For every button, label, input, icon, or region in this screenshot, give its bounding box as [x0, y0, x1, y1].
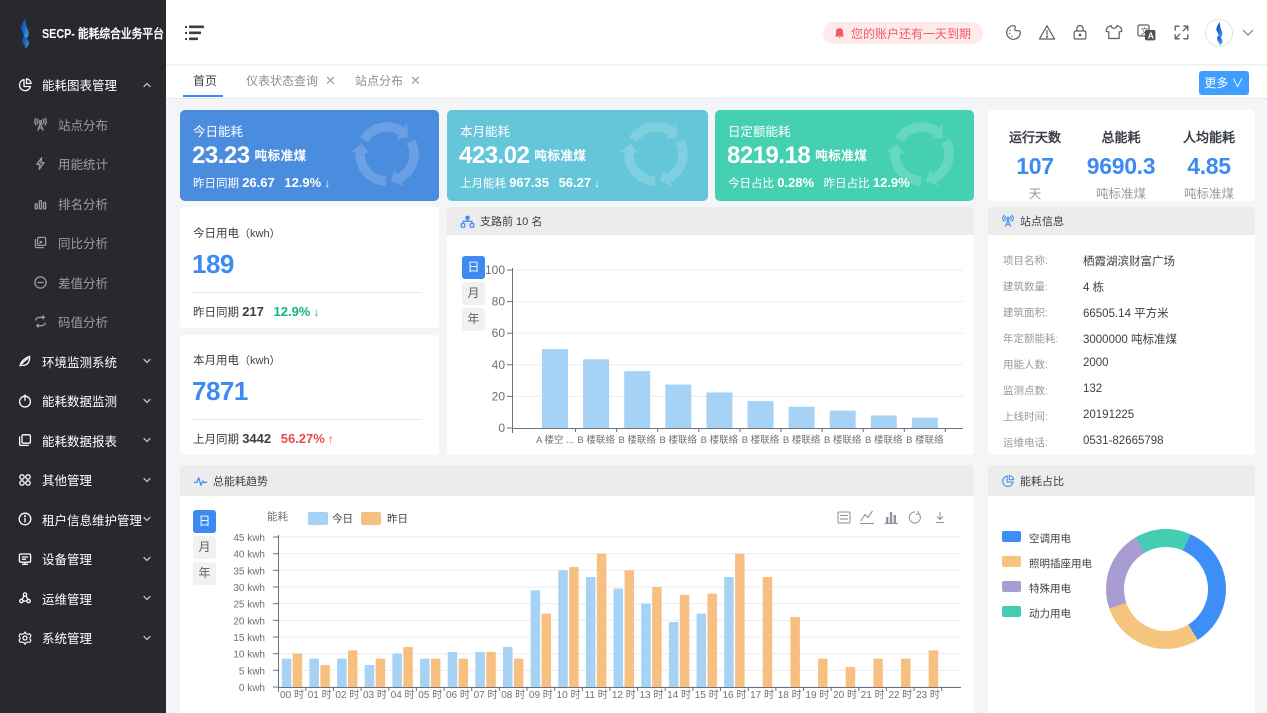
svg-text:19 时: 19 时	[805, 689, 829, 701]
svg-text:22 时: 22 时	[888, 689, 912, 701]
svg-text:B 楼联络: B 楼联络	[618, 434, 656, 446]
svg-text:12 时: 12 时	[612, 689, 636, 701]
svg-text:07 时: 07 时	[474, 689, 498, 701]
svg-text:100: 100	[485, 263, 505, 277]
svg-text:文: 文	[1141, 26, 1149, 36]
svg-text:04 时: 04 时	[391, 689, 415, 701]
svg-text:17 时: 17 时	[750, 689, 774, 701]
svg-text:23 时: 23 时	[916, 689, 940, 701]
svg-text:20 kwh: 20 kwh	[233, 616, 265, 627]
svg-text:09 时: 09 时	[529, 689, 553, 701]
svg-text:45 kwh: 45 kwh	[233, 533, 265, 544]
svg-text:0 kwh: 0 kwh	[239, 683, 265, 694]
svg-text:05 时: 05 时	[418, 689, 442, 701]
svg-text:08 时: 08 时	[501, 689, 525, 701]
svg-text:20 时: 20 时	[833, 689, 857, 701]
svg-text:B 楼联络: B 楼联络	[865, 434, 903, 446]
svg-text:20: 20	[492, 389, 506, 403]
svg-text:10 kwh: 10 kwh	[233, 650, 265, 661]
svg-text:5 kwh: 5 kwh	[239, 666, 265, 677]
svg-text:40: 40	[492, 358, 506, 372]
svg-text:35 kwh: 35 kwh	[233, 566, 265, 577]
svg-text:A: A	[1148, 30, 1154, 40]
svg-text:15 kwh: 15 kwh	[233, 633, 265, 644]
svg-text:能耗: 能耗	[267, 510, 288, 523]
svg-text:00 时: 00 时	[280, 689, 304, 701]
svg-text:B 楼联络: B 楼联络	[783, 434, 821, 446]
svg-text:10 时: 10 时	[557, 689, 581, 701]
svg-text:01 时: 01 时	[308, 689, 332, 701]
svg-text:02 时: 02 时	[335, 689, 359, 701]
svg-text:B 楼联络: B 楼联络	[577, 434, 615, 446]
svg-text:B 楼联络: B 楼联络	[742, 434, 780, 446]
svg-text:25 kwh: 25 kwh	[233, 600, 265, 611]
svg-text:B 楼联络: B 楼联络	[660, 434, 698, 446]
svg-text:B 楼联络: B 楼联络	[701, 434, 739, 446]
svg-text:14 时: 14 时	[667, 689, 691, 701]
svg-text:A 楼空 ...: A 楼空 ...	[536, 434, 574, 446]
svg-text:B 楼联络: B 楼联络	[906, 434, 944, 446]
svg-text:03 时: 03 时	[363, 689, 387, 701]
svg-text:06 时: 06 时	[446, 689, 470, 701]
svg-text:60: 60	[492, 326, 506, 340]
svg-text:18 时: 18 时	[778, 689, 802, 701]
svg-text:11 时: 11 时	[585, 689, 608, 701]
svg-text:40 kwh: 40 kwh	[233, 550, 265, 561]
svg-text:B 楼联络: B 楼联络	[824, 434, 862, 446]
svg-text:今日: 今日	[332, 512, 353, 525]
svg-text:15 时: 15 时	[695, 689, 719, 701]
svg-text:0: 0	[498, 421, 505, 435]
svg-text:13 时: 13 时	[639, 689, 663, 701]
svg-text:16 时: 16 时	[722, 689, 746, 701]
svg-text:80: 80	[492, 295, 506, 309]
svg-text:21 时: 21 时	[861, 689, 885, 701]
svg-text:30 kwh: 30 kwh	[233, 583, 265, 594]
svg-text:昨日: 昨日	[387, 513, 408, 525]
